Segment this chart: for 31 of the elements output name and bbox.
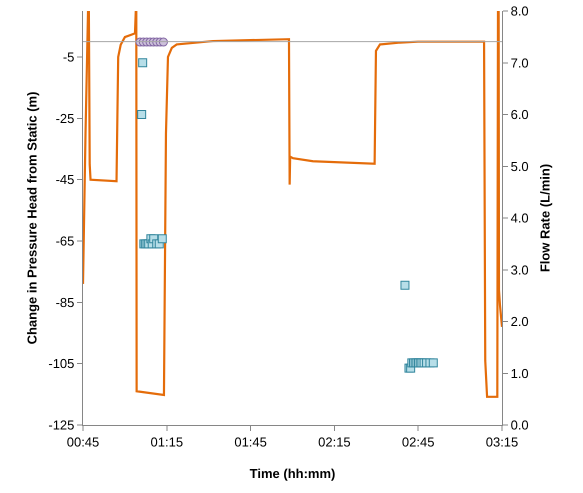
point — [400, 280, 410, 290]
x-tick-label: 01:15 — [150, 434, 184, 450]
y2-axis-title: Flow Rate (L/min) — [537, 164, 552, 272]
y-tick-label: -25 — [56, 110, 74, 126]
x-tick-label: 03:15 — [486, 434, 518, 450]
line-series — [83, 11, 502, 398]
y2-tick-label: 3.0 — [510, 262, 529, 278]
y-tick-label: -65 — [56, 234, 74, 249]
y-tick-label: -45 — [56, 172, 74, 188]
y-tick-label: -125 — [48, 418, 74, 433]
x-tick-label: 02:45 — [402, 434, 434, 450]
y2-tick-label: 8.0 — [510, 4, 529, 19]
y2-tick-label: 6.0 — [510, 107, 529, 122]
x-tick-label: 02:15 — [318, 434, 351, 450]
y2-tick-label: 2.0 — [510, 314, 529, 330]
point — [158, 234, 167, 244]
y2-tick-label: 4.0 — [510, 210, 529, 226]
y2-tick-label: 7.0 — [510, 55, 529, 70]
y-tick-label: -85 — [56, 294, 74, 310]
y-tick-label: -5 — [62, 50, 74, 65]
point — [137, 110, 146, 119]
x-tick-label: 01:45 — [234, 434, 267, 450]
y-axis-title: Change in Pressure Head from Static (m) — [24, 92, 40, 344]
point — [138, 58, 148, 68]
y2-tick-label: 0.0 — [510, 418, 529, 433]
y2-tick-label: 1.0 — [510, 366, 529, 381]
x-axis-title: Time (hh:mm) — [250, 466, 336, 482]
y-tick-label: -105 — [48, 356, 74, 372]
point — [428, 358, 438, 368]
x-tick-label: 00:45 — [66, 434, 100, 450]
y2-tick-label: 5.0 — [510, 158, 529, 174]
